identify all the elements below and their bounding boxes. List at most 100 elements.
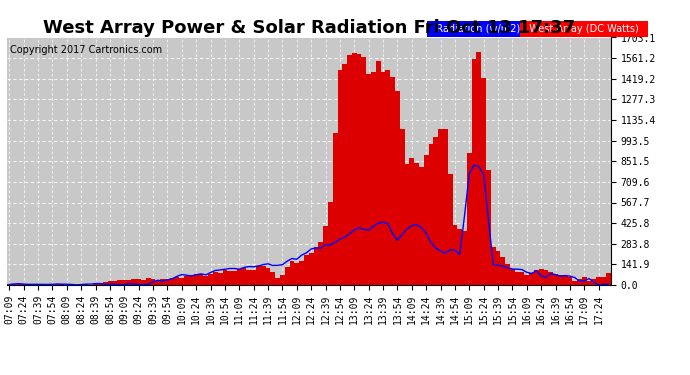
- Bar: [524, 275, 529, 285]
- Bar: [26, 284, 31, 285]
- Bar: [7, 284, 12, 285]
- Bar: [567, 277, 572, 285]
- Bar: [462, 231, 467, 285]
- Bar: [467, 153, 472, 285]
- Bar: [313, 247, 318, 285]
- Bar: [165, 279, 170, 285]
- Bar: [237, 268, 241, 285]
- Bar: [362, 57, 366, 285]
- Bar: [318, 242, 323, 285]
- Bar: [93, 284, 98, 285]
- Bar: [270, 272, 275, 285]
- Bar: [357, 54, 362, 285]
- Bar: [376, 61, 381, 285]
- Bar: [391, 77, 395, 285]
- Bar: [529, 273, 534, 285]
- Bar: [477, 51, 482, 285]
- Bar: [17, 284, 21, 285]
- Bar: [337, 70, 342, 285]
- Bar: [261, 266, 266, 285]
- Bar: [246, 270, 251, 285]
- Bar: [266, 268, 270, 285]
- Bar: [482, 78, 486, 285]
- Bar: [117, 280, 122, 285]
- Bar: [285, 267, 290, 285]
- Bar: [428, 144, 433, 285]
- Bar: [495, 251, 500, 285]
- Bar: [241, 268, 246, 285]
- Bar: [184, 276, 189, 285]
- Bar: [146, 278, 150, 285]
- Bar: [424, 154, 428, 285]
- Bar: [175, 277, 179, 285]
- Bar: [194, 274, 199, 285]
- Bar: [98, 284, 103, 285]
- Bar: [112, 281, 117, 285]
- Text: West Array (DC Watts): West Array (DC Watts): [523, 24, 645, 34]
- Bar: [582, 277, 586, 285]
- Bar: [141, 279, 146, 285]
- Bar: [381, 72, 386, 285]
- Bar: [448, 174, 453, 285]
- Bar: [83, 284, 88, 285]
- Bar: [127, 280, 132, 285]
- Text: Radiation (w/m2): Radiation (w/m2): [429, 24, 526, 34]
- Bar: [132, 279, 136, 285]
- Bar: [409, 158, 414, 285]
- Bar: [606, 273, 611, 285]
- Bar: [371, 72, 376, 285]
- Bar: [352, 53, 357, 285]
- Bar: [419, 167, 424, 285]
- Bar: [295, 264, 299, 285]
- Bar: [457, 229, 462, 285]
- Bar: [572, 281, 577, 285]
- Bar: [232, 271, 237, 285]
- Bar: [304, 255, 308, 285]
- Bar: [150, 279, 155, 285]
- Bar: [122, 280, 127, 285]
- Bar: [342, 64, 347, 285]
- Bar: [438, 129, 443, 285]
- Bar: [308, 253, 313, 285]
- Bar: [586, 280, 591, 285]
- Bar: [591, 279, 596, 285]
- Bar: [414, 163, 419, 285]
- Bar: [222, 270, 227, 285]
- Bar: [553, 274, 558, 285]
- Bar: [505, 264, 510, 285]
- Bar: [534, 270, 539, 285]
- Bar: [155, 281, 160, 285]
- Bar: [189, 274, 194, 285]
- Bar: [218, 273, 222, 285]
- Bar: [160, 279, 165, 285]
- Bar: [204, 276, 208, 285]
- Bar: [558, 275, 563, 285]
- Bar: [596, 277, 601, 285]
- Text: Copyright 2017 Cartronics.com: Copyright 2017 Cartronics.com: [10, 45, 162, 55]
- Bar: [395, 92, 400, 285]
- Bar: [323, 226, 328, 285]
- Bar: [290, 261, 295, 285]
- Bar: [544, 270, 549, 285]
- Bar: [251, 270, 256, 285]
- Bar: [472, 59, 477, 285]
- Bar: [74, 284, 79, 285]
- Bar: [275, 278, 280, 285]
- Bar: [213, 272, 218, 285]
- Bar: [170, 278, 175, 285]
- Bar: [520, 272, 524, 285]
- Bar: [601, 277, 606, 285]
- Bar: [299, 261, 304, 285]
- Bar: [443, 129, 448, 285]
- Title: West Array Power & Solar Radiation Fri Oct 13 17:37: West Array Power & Solar Radiation Fri O…: [43, 20, 575, 38]
- Bar: [328, 202, 333, 285]
- Bar: [208, 274, 213, 285]
- Bar: [486, 170, 491, 285]
- Bar: [59, 284, 64, 285]
- Bar: [453, 225, 457, 285]
- Bar: [515, 272, 520, 285]
- Bar: [179, 278, 184, 285]
- Bar: [136, 279, 141, 285]
- Bar: [79, 284, 83, 285]
- Bar: [199, 274, 204, 285]
